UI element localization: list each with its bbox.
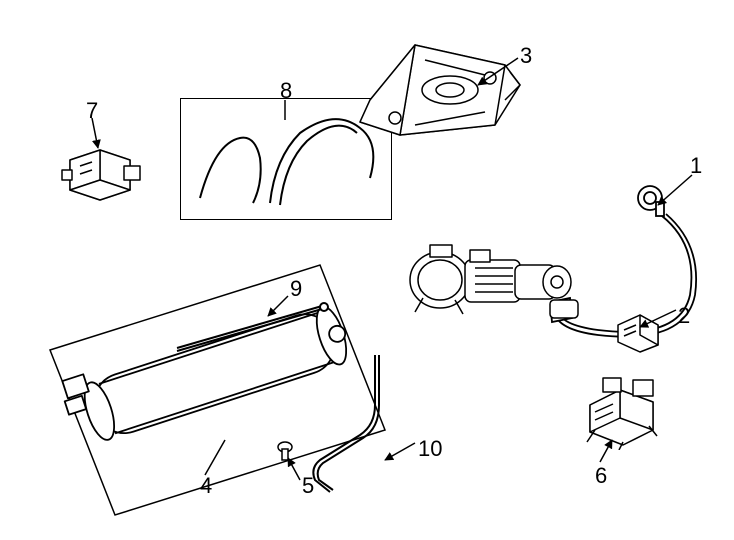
retainer-clip: [275, 440, 295, 462]
air-line: [305, 350, 425, 495]
callout-label-9: 9: [290, 278, 302, 300]
callout-label-4: 4: [200, 475, 212, 497]
electrical-connector: [610, 310, 665, 355]
callout-label-3: 3: [520, 45, 532, 67]
ride-height-sensor: [575, 370, 665, 450]
callout-label-7: 7: [86, 100, 98, 122]
callout-label-6: 6: [595, 465, 607, 487]
link-rod: [172, 298, 332, 358]
callout-label-5: 5: [302, 475, 314, 497]
relay-switch: [60, 140, 150, 210]
callout-label-10: 10: [418, 438, 442, 460]
callout-label-2: 2: [678, 305, 690, 327]
air-compressor: [395, 230, 585, 330]
mount-bracket: [345, 30, 530, 140]
parts-diagram: 1 2 3 4 5 6 7 8 9 10: [0, 0, 734, 540]
callout-label-8: 8: [280, 80, 292, 102]
callout-label-1: 1: [690, 155, 702, 177]
